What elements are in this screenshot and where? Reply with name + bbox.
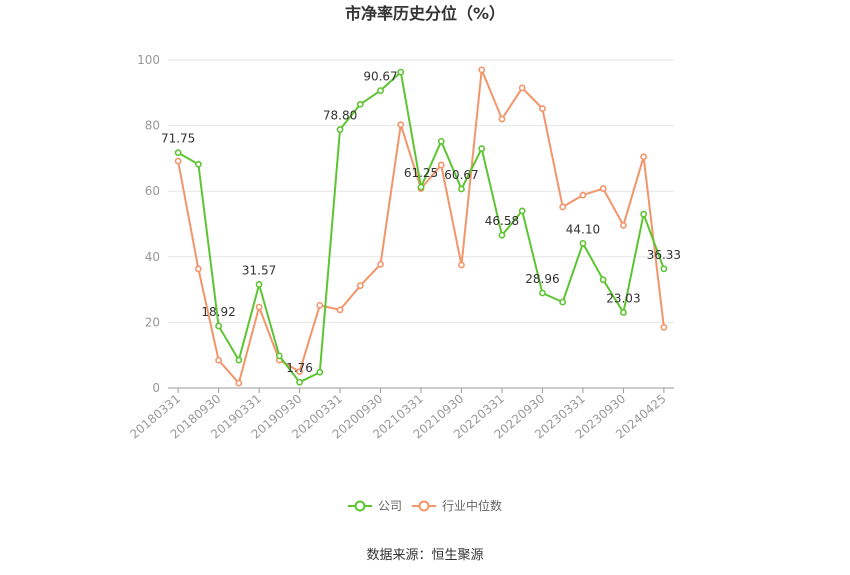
data-point[interactable]	[377, 260, 384, 268]
legend-label-company: 公司	[378, 499, 402, 513]
data-point[interactable]	[336, 126, 344, 133]
data-point[interactable]	[194, 265, 202, 273]
data-label: 46.58	[485, 214, 519, 228]
data-point[interactable]	[478, 145, 486, 152]
y-tick-label: 80	[145, 119, 160, 133]
data-point[interactable]	[397, 68, 405, 76]
data-point[interactable]	[539, 289, 546, 297]
data-point[interactable]	[316, 368, 324, 376]
data-label: 90.67	[363, 70, 397, 84]
data-point[interactable]	[660, 265, 668, 273]
y-tick-label: 20	[145, 315, 160, 329]
data-point[interactable]	[640, 153, 648, 161]
y-tick-label: 40	[145, 250, 160, 264]
series-0	[174, 68, 668, 386]
legend-marker-company	[354, 500, 366, 512]
data-point[interactable]	[296, 378, 303, 386]
data-label: 61.25	[404, 166, 438, 180]
data-point[interactable]	[215, 322, 222, 330]
data-point[interactable]	[194, 160, 202, 168]
data-point[interactable]	[255, 303, 263, 311]
data-labels: 71.75 18.92 31.57 1.76 78.80 90.67 61.25 60.67 4…	[161, 70, 681, 376]
data-label: 1.76	[286, 361, 313, 375]
data-label: 44.10	[566, 222, 600, 236]
data-point[interactable]	[174, 157, 182, 165]
source-text: 数据来源：恒生聚源	[366, 548, 483, 563]
data-point[interactable]	[518, 207, 526, 215]
data-point[interactable]	[296, 368, 303, 375]
legend-label-industry-median: 行业中位数	[442, 498, 502, 513]
data-point[interactable]	[478, 66, 486, 74]
data-point[interactable]	[559, 298, 567, 306]
data-point[interactable]	[437, 137, 445, 145]
data-point[interactable]	[275, 352, 283, 360]
legend-marker-industry-median	[418, 500, 430, 512]
data-label: 28.96	[525, 272, 559, 286]
data-point[interactable]	[458, 185, 465, 193]
legend-item-industry-median[interactable]: 行业中位数	[412, 498, 502, 513]
data-point[interactable]	[437, 161, 445, 169]
data-label: 36.33	[647, 248, 681, 262]
data-point[interactable]	[518, 84, 526, 92]
data-point[interactable]	[255, 281, 263, 288]
data-point[interactable]	[498, 115, 506, 123]
data-label: 71.75	[161, 132, 195, 146]
data-point[interactable]	[316, 301, 324, 309]
data-point[interactable]	[356, 100, 364, 108]
data-point[interactable]	[235, 356, 243, 364]
data-point[interactable]	[215, 356, 222, 364]
data-point[interactable]	[336, 306, 344, 314]
data-point[interactable]	[640, 210, 648, 218]
data-point[interactable]	[174, 149, 182, 157]
data-point[interactable]	[235, 379, 243, 387]
legend-item-company[interactable]: 公司	[348, 499, 402, 513]
data-point[interactable]	[498, 231, 506, 239]
data-point[interactable]	[397, 121, 405, 129]
legend: 公司 行业中位数	[348, 498, 502, 513]
data-point[interactable]	[660, 323, 668, 331]
series-layer	[174, 66, 668, 387]
data-label: 18.92	[201, 305, 235, 319]
data-point[interactable]	[579, 239, 587, 247]
data-label: 78.80	[323, 109, 357, 123]
data-label: 23.03	[606, 291, 640, 305]
data-point[interactable]	[599, 185, 607, 192]
y-tick-label: 100	[137, 53, 160, 67]
chart-title: 市净率历史分位（%）	[345, 4, 505, 23]
data-point[interactable]	[377, 87, 384, 95]
data-point[interactable]	[620, 221, 627, 229]
data-point[interactable]	[417, 183, 425, 191]
data-point[interactable]	[356, 282, 364, 290]
data-point[interactable]	[559, 203, 567, 211]
data-point[interactable]	[599, 276, 607, 284]
data-label: 31.57	[242, 263, 276, 277]
data-point[interactable]	[458, 261, 465, 269]
data-point[interactable]	[579, 191, 587, 199]
y-tick-label: 60	[145, 184, 160, 198]
data-label: 60.67	[444, 168, 478, 182]
data-point[interactable]	[620, 309, 627, 316]
data-point[interactable]	[539, 105, 546, 112]
y-tick-label: 0	[152, 381, 160, 395]
